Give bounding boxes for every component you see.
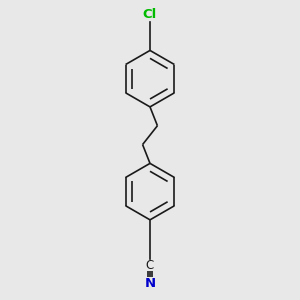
Text: C: C xyxy=(146,259,154,272)
Text: N: N xyxy=(144,277,156,290)
Text: Cl: Cl xyxy=(143,8,157,21)
